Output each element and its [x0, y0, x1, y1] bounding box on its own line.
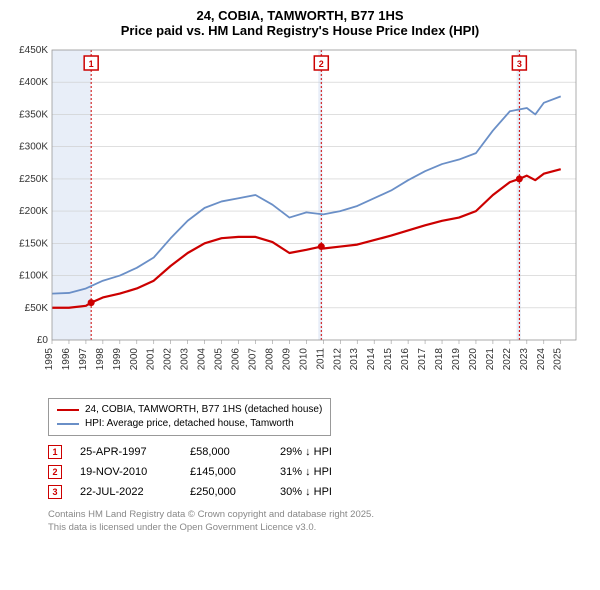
event-price: £145,000 — [190, 462, 280, 482]
svg-text:2022: 2022 — [502, 348, 513, 371]
event-table: 1 25-APR-1997£58,00029% ↓ HPI 2 19-NOV-2010… — [48, 442, 588, 502]
svg-text:1999: 1999 — [112, 348, 123, 371]
svg-text:2005: 2005 — [214, 348, 225, 371]
svg-text:2020: 2020 — [468, 348, 479, 371]
legend-swatch — [57, 409, 79, 411]
svg-text:£350K: £350K — [19, 109, 48, 120]
svg-text:2024: 2024 — [536, 348, 547, 371]
svg-text:£450K: £450K — [19, 45, 48, 56]
svg-text:3: 3 — [517, 59, 522, 69]
svg-text:2012: 2012 — [332, 348, 343, 371]
legend-label: 24, COBIA, TAMWORTH, B77 1HS (detached h… — [85, 403, 322, 417]
svg-text:2014: 2014 — [366, 348, 377, 371]
svg-text:2: 2 — [319, 59, 324, 69]
title-line-2: Price paid vs. HM Land Registry's House … — [12, 23, 588, 38]
legend-swatch — [57, 423, 79, 425]
event-row: 1 25-APR-1997£58,00029% ↓ HPI — [48, 442, 588, 462]
legend-item: HPI: Average price, detached house, Tamw… — [57, 417, 322, 431]
svg-text:1997: 1997 — [78, 348, 89, 371]
event-price: £250,000 — [190, 482, 280, 502]
svg-text:2009: 2009 — [281, 348, 292, 371]
svg-text:2011: 2011 — [315, 348, 326, 370]
event-marker: 2 — [48, 465, 62, 479]
event-delta: 30% ↓ HPI — [280, 482, 332, 502]
svg-text:2002: 2002 — [163, 348, 174, 371]
price-chart: £0 £50K £100K £150K £200K £250K £300K £350K £400… — [12, 44, 588, 394]
footnote: Contains HM Land Registry data © Crown c… — [48, 508, 588, 534]
svg-text:2021: 2021 — [485, 348, 496, 371]
title-line-1: 24, COBIA, TAMWORTH, B77 1HS — [12, 8, 588, 23]
svg-text:£200K: £200K — [19, 206, 48, 217]
svg-text:2008: 2008 — [264, 348, 275, 371]
svg-text:1995: 1995 — [44, 348, 55, 371]
svg-text:2023: 2023 — [519, 348, 530, 371]
svg-text:£0: £0 — [37, 335, 49, 346]
event-marker: 3 — [48, 485, 62, 499]
event-marker: 1 — [48, 445, 62, 459]
event-date: 25-APR-1997 — [80, 442, 190, 462]
svg-text:2006: 2006 — [231, 348, 242, 371]
svg-text:£100K: £100K — [19, 271, 48, 282]
svg-text:2019: 2019 — [451, 348, 462, 371]
event-price: £58,000 — [190, 442, 280, 462]
svg-text:£150K: £150K — [19, 238, 48, 249]
svg-text:2004: 2004 — [197, 348, 208, 371]
chart-title: 24, COBIA, TAMWORTH, B77 1HS Price paid … — [12, 8, 588, 38]
svg-text:2018: 2018 — [434, 348, 445, 371]
legend-item: 24, COBIA, TAMWORTH, B77 1HS (detached h… — [57, 403, 322, 417]
svg-text:2016: 2016 — [400, 348, 411, 371]
svg-text:2000: 2000 — [129, 348, 140, 371]
footnote-line-1: Contains HM Land Registry data © Crown c… — [48, 508, 588, 521]
svg-text:2017: 2017 — [417, 348, 428, 371]
svg-text:2007: 2007 — [247, 348, 258, 371]
svg-text:£400K: £400K — [19, 77, 48, 88]
event-row: 3 22-JUL-2022£250,00030% ↓ HPI — [48, 482, 588, 502]
event-row: 2 19-NOV-2010£145,00031% ↓ HPI — [48, 462, 588, 482]
event-delta: 29% ↓ HPI — [280, 442, 332, 462]
svg-text:1998: 1998 — [95, 348, 106, 371]
chart-svg: £0 £50K £100K £150K £200K £250K £300K £350K £400… — [12, 44, 588, 394]
event-delta: 31% ↓ HPI — [280, 462, 332, 482]
svg-text:2015: 2015 — [383, 348, 394, 371]
svg-text:£50K: £50K — [25, 303, 49, 314]
event-date: 19-NOV-2010 — [80, 462, 190, 482]
svg-text:2013: 2013 — [349, 348, 360, 371]
svg-text:1996: 1996 — [61, 348, 72, 371]
svg-text:2003: 2003 — [180, 348, 191, 371]
event-date: 22-JUL-2022 — [80, 482, 190, 502]
svg-text:2010: 2010 — [298, 348, 309, 371]
legend-label: HPI: Average price, detached house, Tamw… — [85, 417, 294, 431]
svg-text:1: 1 — [89, 59, 94, 69]
svg-text:2001: 2001 — [146, 348, 157, 371]
footnote-line-2: This data is licensed under the Open Gov… — [48, 521, 588, 534]
legend: 24, COBIA, TAMWORTH, B77 1HS (detached h… — [48, 398, 331, 436]
svg-text:2025: 2025 — [553, 348, 564, 371]
svg-text:£300K: £300K — [19, 142, 48, 153]
svg-text:£250K: £250K — [19, 174, 48, 185]
